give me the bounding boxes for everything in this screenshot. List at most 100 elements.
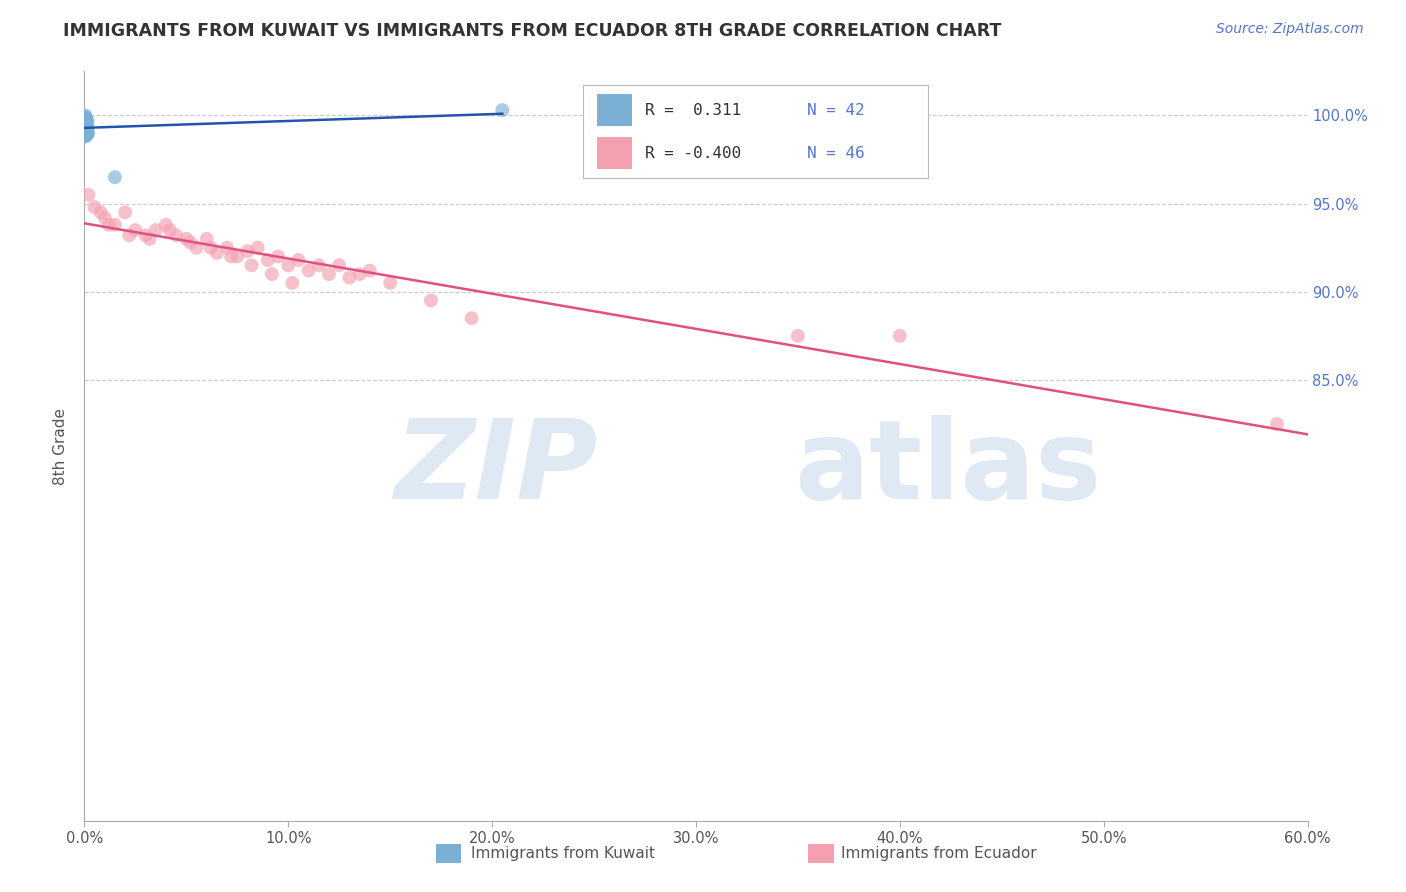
Point [75, 115, 97, 129]
Point [349, 267, 371, 281]
Text: Immigrants from Ecuador: Immigrants from Ecuador [841, 847, 1036, 861]
Point [75, 124, 97, 138]
Point [77, 126, 100, 140]
Point [76, 119, 98, 133]
Point [93, 211, 115, 225]
Point [298, 263, 321, 277]
Point [240, 258, 263, 272]
Point [75, 112, 97, 126]
Point [75, 115, 97, 129]
Point [114, 205, 136, 219]
Point [76, 122, 98, 136]
Point [90, 205, 112, 219]
Point [287, 252, 309, 267]
Point [135, 228, 157, 243]
Text: Immigrants from Kuwait: Immigrants from Kuwait [471, 847, 655, 861]
Point [75, 117, 97, 131]
Point [76, 128, 98, 142]
Point [124, 223, 146, 237]
Point [889, 328, 911, 343]
Point [75, 128, 97, 142]
Point [277, 258, 299, 272]
Point [75, 122, 97, 136]
Point [318, 267, 340, 281]
Point [195, 232, 218, 246]
Point [75, 108, 97, 122]
Bar [598, 95, 631, 126]
Point [308, 258, 330, 272]
Point [260, 267, 283, 281]
Point [281, 276, 304, 290]
Point [76, 113, 98, 128]
Y-axis label: 8th Grade: 8th Grade [53, 408, 69, 484]
Text: R = -0.400: R = -0.400 [645, 145, 742, 161]
Point [174, 232, 197, 246]
Point [75, 112, 97, 126]
Text: R =  0.311: R = 0.311 [645, 103, 742, 118]
Point [75, 119, 97, 133]
Point [83, 200, 105, 214]
Text: atlas: atlas [794, 415, 1101, 522]
Point [186, 241, 208, 255]
Point [165, 228, 187, 243]
Point [257, 252, 280, 267]
Point [75, 117, 97, 131]
Point [75, 117, 97, 131]
Point [76, 120, 98, 135]
Point [75, 115, 97, 129]
Point [77, 187, 100, 202]
Point [380, 276, 402, 290]
Point [420, 293, 443, 308]
Point [219, 250, 242, 264]
Point [75, 128, 97, 142]
Point [76, 124, 98, 138]
Point [75, 119, 97, 133]
Point [118, 228, 141, 243]
Point [1265, 417, 1288, 431]
Point [76, 120, 98, 135]
Point [75, 126, 97, 140]
Point [75, 124, 97, 138]
Point [75, 113, 97, 128]
Point [75, 122, 97, 136]
Point [226, 250, 249, 264]
Point [104, 170, 127, 185]
Text: N = 42: N = 42 [807, 103, 865, 118]
Bar [598, 137, 631, 169]
Text: ZIP: ZIP [395, 415, 598, 522]
Point [76, 115, 98, 129]
Point [155, 218, 177, 232]
Point [104, 218, 127, 232]
Point [76, 120, 98, 135]
Point [267, 250, 290, 264]
Point [359, 263, 381, 277]
Point [461, 311, 484, 326]
Point [76, 128, 98, 142]
Point [246, 241, 269, 255]
Point [76, 122, 98, 136]
Point [339, 270, 361, 285]
Point [217, 241, 239, 255]
Point [787, 328, 810, 343]
Point [75, 113, 97, 128]
Text: Source: ZipAtlas.com: Source: ZipAtlas.com [1216, 22, 1364, 37]
Point [138, 232, 160, 246]
Point [75, 117, 97, 131]
Point [205, 246, 228, 260]
Point [75, 110, 97, 124]
Point [76, 120, 98, 135]
Point [159, 223, 181, 237]
Point [76, 126, 98, 140]
Point [179, 235, 201, 250]
Text: IMMIGRANTS FROM KUWAIT VS IMMIGRANTS FROM ECUADOR 8TH GRADE CORRELATION CHART: IMMIGRANTS FROM KUWAIT VS IMMIGRANTS FRO… [63, 22, 1001, 40]
Point [491, 103, 513, 117]
Point [75, 115, 97, 129]
Point [75, 113, 97, 128]
Point [236, 244, 259, 259]
Point [200, 241, 222, 255]
Point [75, 119, 97, 133]
Point [145, 223, 167, 237]
Text: N = 46: N = 46 [807, 145, 865, 161]
Point [97, 218, 120, 232]
Point [75, 129, 97, 144]
